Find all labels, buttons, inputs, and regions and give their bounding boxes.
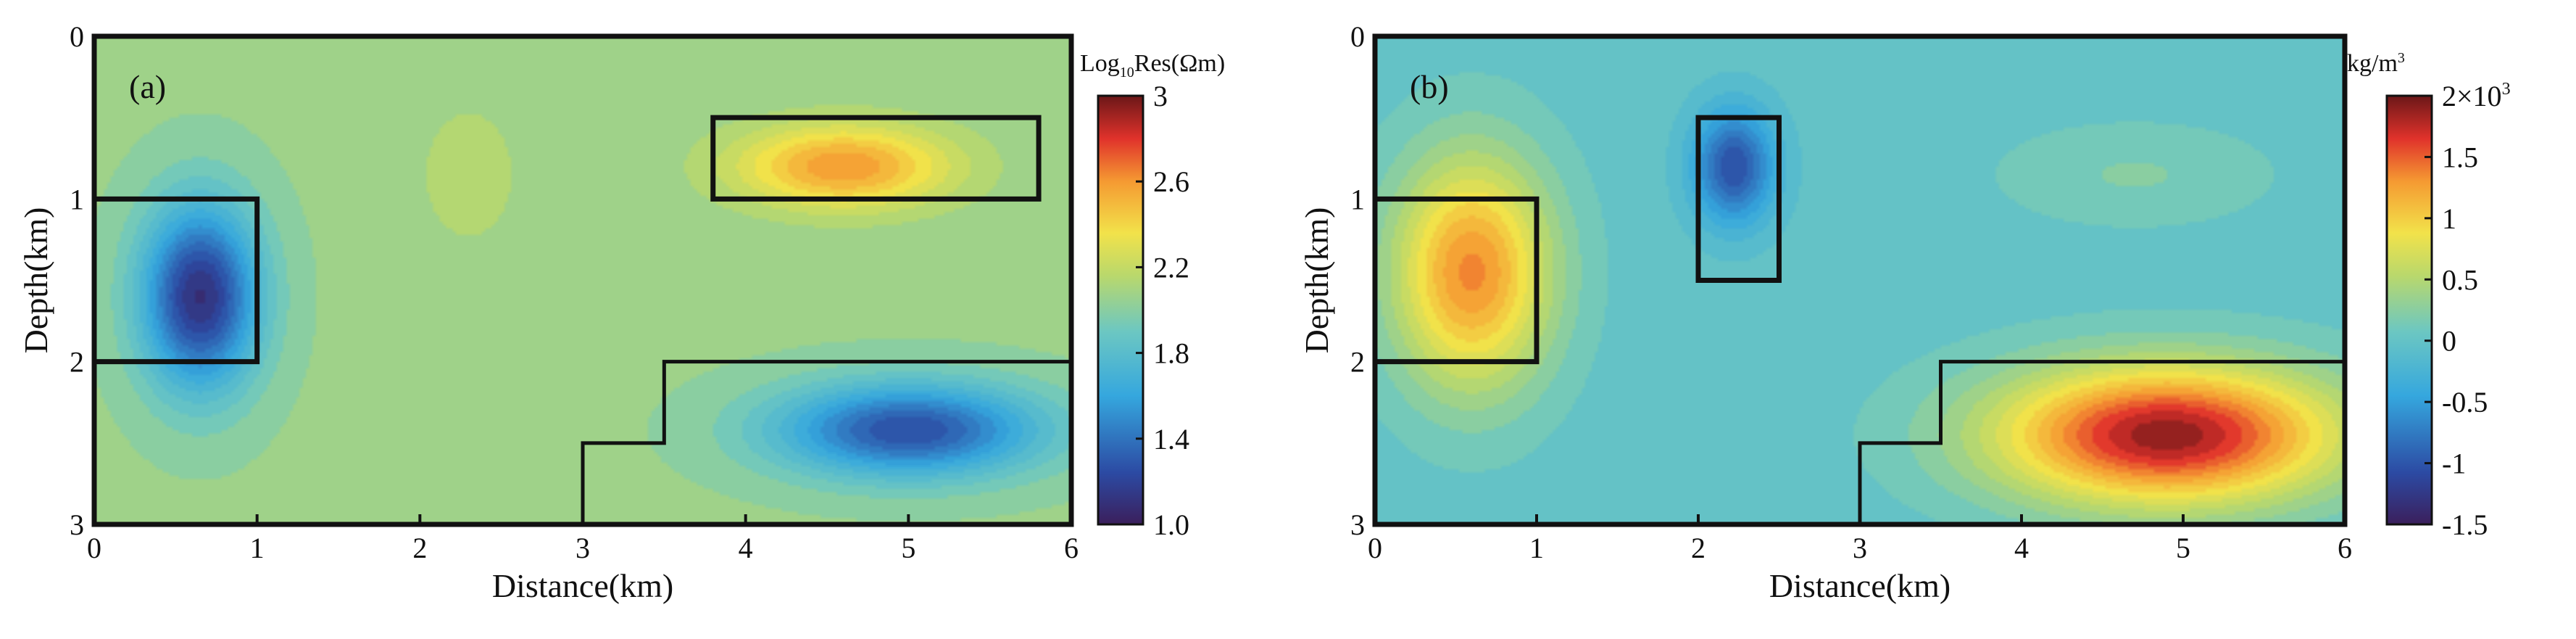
x-tick-label: 2 xyxy=(1691,532,1705,564)
model-outline-upper-right-block xyxy=(710,115,1042,202)
colorbar-tick-label: 1.4 xyxy=(1153,423,1189,455)
colorbar-tick-label: 2.2 xyxy=(1153,251,1189,284)
x-tick-label: 5 xyxy=(901,532,915,564)
colorbar xyxy=(2385,94,2433,526)
panel-label: (b) xyxy=(1410,68,1449,105)
y-tick-label: 0 xyxy=(70,20,84,53)
model-outline-stepped-body xyxy=(581,360,1071,524)
y-axis-title: Depth(km) xyxy=(17,207,54,354)
y-tick-label: 1 xyxy=(70,183,84,215)
x-tick-label: 6 xyxy=(1064,532,1079,564)
y-axis-title: Depth(km) xyxy=(1298,207,1335,354)
x-axis-title: Distance(km) xyxy=(1769,567,1950,604)
model-outline-stepped-body xyxy=(1858,360,2345,524)
colorbar-tick-label: -1.5 xyxy=(2442,508,2488,541)
colorbar-tick-label: 1.5 xyxy=(2442,141,2478,173)
colorbar-title: kg/m3 xyxy=(2347,50,2405,77)
colorbar-title: Log10Res(Ωm) xyxy=(1080,50,1225,81)
x-tick-label: 2 xyxy=(412,532,427,564)
colorbar-tick-label: 2×103 xyxy=(2442,80,2511,112)
y-tick-label: 1 xyxy=(1350,183,1365,215)
colorbar-tick-label: 2.6 xyxy=(1153,165,1189,198)
colorbar-tick-label: 1.0 xyxy=(1153,508,1189,541)
colorbar-tick-label: 1.8 xyxy=(1153,337,1189,370)
x-tick-label: 6 xyxy=(2338,532,2352,564)
colorbar-tick-label: 3 xyxy=(1153,80,1168,112)
x-tick-label: 4 xyxy=(2014,532,2029,564)
x-tick-label: 1 xyxy=(1529,532,1544,564)
colorbar-tick-label: -0.5 xyxy=(2442,386,2488,419)
y-tick-label: 2 xyxy=(70,346,84,379)
x-tick-label: 3 xyxy=(1853,532,1867,564)
panel-label: (a) xyxy=(129,68,166,105)
y-tick-label: 2 xyxy=(1350,346,1365,379)
colorbar-tick-label: 0 xyxy=(2442,325,2456,358)
x-tick-label: 5 xyxy=(2176,532,2190,564)
model-outline-left-block xyxy=(1375,196,1540,365)
x-tick-label: 3 xyxy=(576,532,590,564)
model-outline-upper-small-block xyxy=(1695,115,1782,283)
colorbar-tick-label: 0.5 xyxy=(2442,263,2478,296)
y-tick-label: 3 xyxy=(1350,508,1365,541)
colorbar xyxy=(1097,94,1144,526)
x-tick-label: 1 xyxy=(250,532,265,564)
colorbar-tick-label: 1 xyxy=(2442,202,2456,235)
x-tick-label: 4 xyxy=(739,532,753,564)
y-tick-label: 3 xyxy=(70,508,84,541)
x-tick-label: 0 xyxy=(87,532,101,564)
x-axis-title: Distance(km) xyxy=(492,567,673,604)
x-tick-label: 0 xyxy=(1368,532,1382,564)
colorbar-tick-label: -1 xyxy=(2442,448,2466,480)
model-outline-left-block xyxy=(94,196,260,365)
y-tick-label: 0 xyxy=(1350,20,1365,53)
